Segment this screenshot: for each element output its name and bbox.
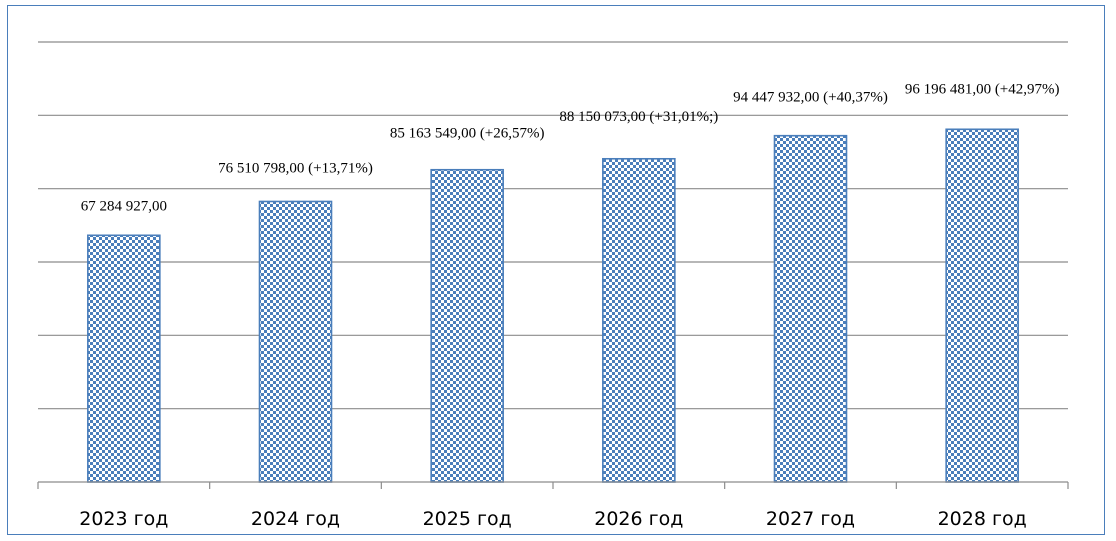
category-label: 2028 год [938,508,1027,530]
data-label: 96 196 481,00 (+42,97%) [905,81,1060,97]
data-label: 88 150 073,00 (+31,01%;) [559,109,718,125]
data-label: 76 510 798,00 (+13,71%) [218,160,373,176]
data-label: 94 447 932,00 (+40,37%) [733,90,888,106]
bars [87,128,1019,483]
bar-2024 [258,200,333,483]
x-axis [37,481,1069,489]
category-label: 2026 год [594,508,683,530]
gridlines [38,41,1068,410]
bar-2027 [773,134,848,483]
category-labels: 2023 год 2024 год 2025 год 2026 год 2027 год… [79,508,1026,530]
data-label: 67 284 927,00 [81,198,167,214]
data-label: 85 163 549,00 (+26,57%) [390,126,545,142]
chart-frame [7,5,1105,535]
category-label: 2024 год [251,508,340,530]
bar-2025 [430,168,504,483]
category-label: 2025 год [423,508,512,530]
bar-2023 [87,234,161,483]
bar-2028 [945,128,1019,483]
data-labels: 67 284 927,00 76 510 798,00 (+13,71%) 85 1… [81,81,1060,214]
category-label: 2023 год [79,508,168,530]
category-label: 2027 год [766,508,855,530]
bar-2026 [602,157,676,483]
